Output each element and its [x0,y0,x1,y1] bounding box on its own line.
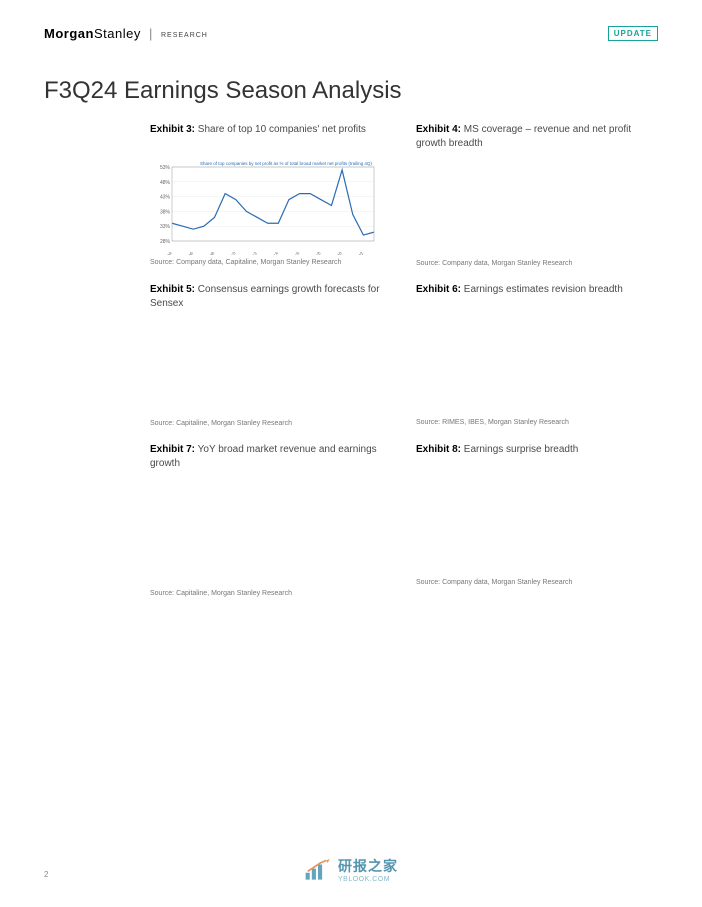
exhibit-title: Exhibit 3: Share of top 10 companies' ne… [150,123,392,149]
chart-e4 [416,156,658,256]
chart-e5 [150,316,392,416]
svg-text:2012: 2012 [249,250,258,255]
exhibit-source: Source: Capitaline, Morgan Stanley Resea… [150,590,392,597]
chart-e6 [416,315,658,415]
exhibit-subtitle: Share of top 10 companies' net profits [198,124,366,135]
svg-text:2010: 2010 [228,250,237,255]
exhibit-source: Source: Company data, Morgan Stanley Res… [416,579,658,586]
svg-text:Share of top companies by net: Share of top companies by net profit as … [200,161,372,166]
watermark-url: YBLOOK.COM [338,876,398,883]
exhibit-subtitle: Earnings surprise breadth [464,444,579,455]
svg-text:43%: 43% [160,195,171,201]
watermark-icon [304,859,332,881]
chart-e8 [416,475,658,575]
svg-text:33%: 33% [160,224,171,230]
chart-e3: 28% 33% 38% 43% 48% 53% 2004 2006 2008 2010 2012 20… [150,155,392,255]
svg-text:2004: 2004 [164,250,173,255]
watermark: 研报之家 YBLOOK.COM [304,856,398,883]
svg-text:53%: 53% [160,165,171,171]
svg-text:2006: 2006 [185,250,194,255]
svg-text:2018: 2018 [313,250,322,255]
svg-text:2016: 2016 [291,250,300,255]
update-badge: UPDATE [608,26,658,41]
brand-divider: | [149,26,153,41]
exhibit-label: Exhibit 6: [416,284,461,295]
exhibit-title: Exhibit 8: Earnings surprise breadth [416,443,658,469]
svg-text:2008: 2008 [206,250,215,255]
watermark-cn: 研报之家 [338,856,398,876]
exhibit-6: Exhibit 6: Earnings estimates revision b… [416,283,658,427]
svg-text:38%: 38% [160,209,171,215]
brand-strong: Morgan [44,26,94,41]
exhibit-title: Exhibit 7: YoY broad market revenue and … [150,443,392,470]
svg-text:28%: 28% [160,239,171,245]
exhibit-title: Exhibit 5: Consensus earnings growth for… [150,283,392,310]
exhibits-grid: Exhibit 3: Share of top 10 companies' ne… [0,123,702,597]
page-title: F3Q24 Earnings Season Analysis [0,41,702,123]
brand-lockup: MorganStanley | RESEARCH [44,26,208,41]
page-number: 2 [44,870,48,879]
exhibit-8: Exhibit 8: Earnings surprise breadth Sou… [416,443,658,597]
exhibit-source: Source: Company data, Capitaline, Morgan… [150,259,392,266]
exhibit-source: Source: Capitaline, Morgan Stanley Resea… [150,420,392,427]
exhibit-title: Exhibit 6: Earnings estimates revision b… [416,283,658,309]
exhibit-source: Source: RIMES, IBES, Morgan Stanley Rese… [416,419,658,426]
exhibit-5: Exhibit 5: Consensus earnings growth for… [150,283,392,427]
exhibit-subtitle: Earnings estimates revision breadth [464,284,623,295]
svg-text:2022: 2022 [355,250,364,255]
exhibit-7: Exhibit 7: YoY broad market revenue and … [150,443,392,597]
svg-text:2020: 2020 [334,250,343,255]
exhibit-label: Exhibit 7: [150,444,195,455]
exhibit-source: Source: Company data, Morgan Stanley Res… [416,260,658,267]
exhibit-title: Exhibit 4: MS coverage – revenue and net… [416,123,658,150]
exhibit-label: Exhibit 8: [416,444,461,455]
exhibit-label: Exhibit 3: [150,124,195,135]
svg-text:48%: 48% [160,180,171,186]
chart-e7 [150,476,392,586]
exhibit-4: Exhibit 4: MS coverage – revenue and net… [416,123,658,267]
header-bar: MorganStanley | RESEARCH UPDATE [0,0,702,41]
exhibit-label: Exhibit 5: [150,284,195,295]
watermark-text: 研报之家 YBLOOK.COM [338,856,398,883]
brand-light: Stanley [94,26,141,41]
exhibit-3: Exhibit 3: Share of top 10 companies' ne… [150,123,392,267]
exhibit-label: Exhibit 4: [416,124,461,135]
svg-text:2014: 2014 [270,250,279,255]
research-label: RESEARCH [161,32,208,39]
